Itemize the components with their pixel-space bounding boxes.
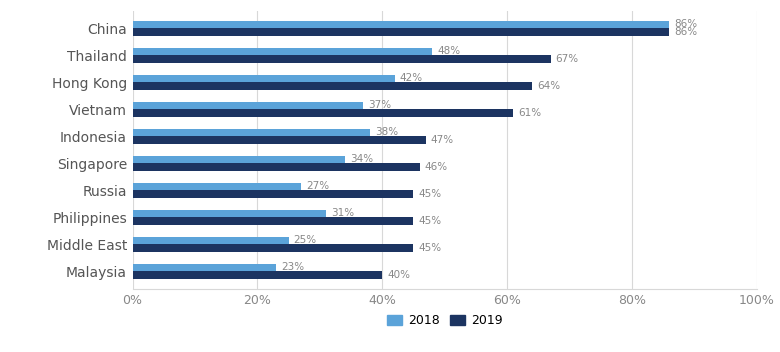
Bar <box>133 128 370 136</box>
Bar <box>133 190 413 198</box>
Bar <box>133 109 513 117</box>
Text: 37%: 37% <box>368 100 392 110</box>
Bar <box>133 237 289 244</box>
Bar <box>133 163 420 171</box>
Text: 42%: 42% <box>399 73 423 83</box>
Text: 27%: 27% <box>306 181 329 191</box>
Text: 46%: 46% <box>424 162 448 172</box>
Bar <box>133 82 532 90</box>
Text: 38%: 38% <box>374 127 398 137</box>
Bar <box>133 28 669 36</box>
Bar <box>133 264 276 271</box>
Bar <box>133 217 413 225</box>
Bar <box>133 101 363 109</box>
Bar <box>133 209 326 217</box>
Legend: 2018, 2019: 2018, 2019 <box>381 309 508 332</box>
Text: 25%: 25% <box>293 235 317 245</box>
Bar <box>133 48 432 55</box>
Text: 34%: 34% <box>349 154 373 164</box>
Text: 86%: 86% <box>674 27 697 37</box>
Text: 61%: 61% <box>518 108 541 118</box>
Text: 45%: 45% <box>418 189 441 199</box>
Text: 67%: 67% <box>555 54 579 64</box>
Text: 40%: 40% <box>387 270 410 280</box>
Bar <box>133 271 382 279</box>
Bar <box>133 75 395 82</box>
Bar <box>133 156 345 163</box>
Bar <box>133 244 413 252</box>
Text: 23%: 23% <box>281 262 304 272</box>
Text: 48%: 48% <box>437 46 460 56</box>
Text: 45%: 45% <box>418 243 441 253</box>
Text: 64%: 64% <box>537 81 560 91</box>
Bar <box>133 55 551 63</box>
Bar <box>133 20 669 28</box>
Text: 47%: 47% <box>431 135 454 145</box>
Bar <box>133 136 426 144</box>
Bar <box>133 183 301 190</box>
Text: 45%: 45% <box>418 216 441 226</box>
Text: 31%: 31% <box>331 208 354 218</box>
Text: 86%: 86% <box>674 19 697 29</box>
